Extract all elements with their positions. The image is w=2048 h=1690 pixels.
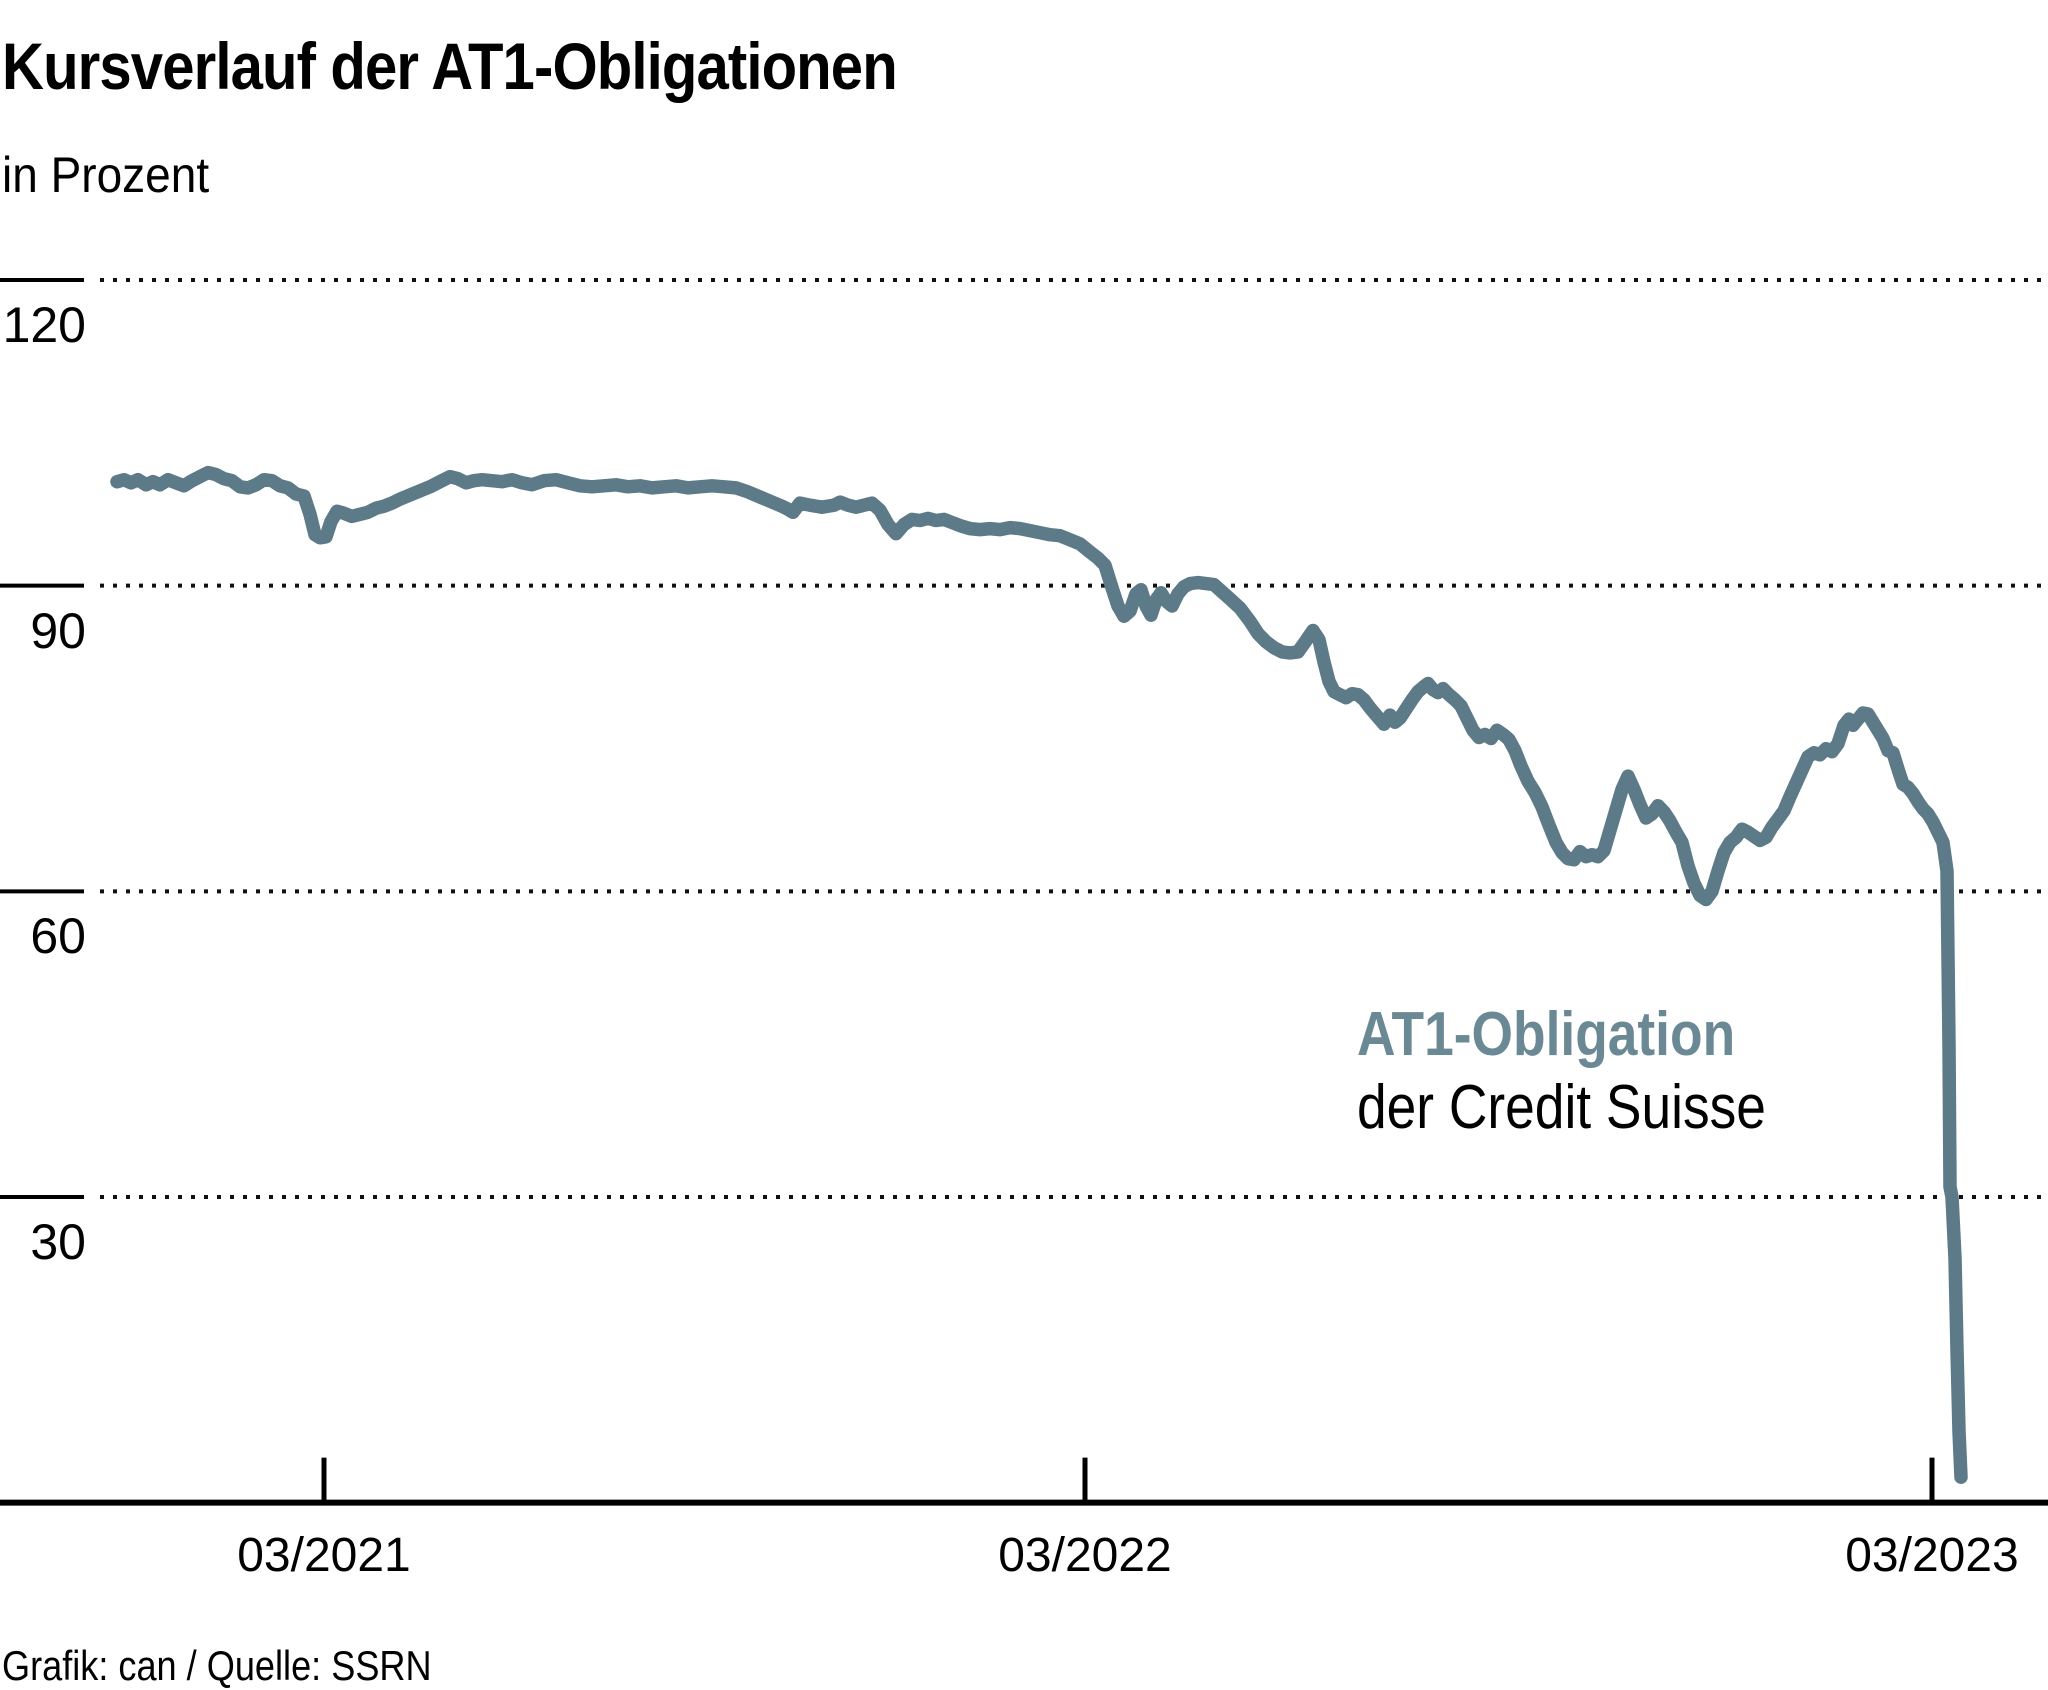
annotation-series-name: AT1-Obligation <box>1357 1000 1736 1069</box>
footer-credit: Grafik: can / Quelle: SSRN <box>2 1642 432 1689</box>
price-line <box>110 465 1968 1484</box>
x-axis-tick-label: 03/2022 <box>998 1529 1172 1582</box>
y-axis-tick-label: 120 <box>2 297 86 353</box>
series-annotation: AT1-Obligation der Credit Suisse <box>1357 998 1766 1144</box>
y-axis-tick-label: 60 <box>30 908 86 965</box>
y-axis-tick-label: 30 <box>30 1214 86 1270</box>
x-axis-tick-label: 03/2021 <box>237 1529 411 1582</box>
y-axis-tick-label: 90 <box>30 602 86 659</box>
x-axis-tick-label: 03/2023 <box>1845 1529 2019 1582</box>
chart-title: Kursverlauf der AT1-Obligationen <box>2 29 898 103</box>
annotation-series-issuer: der Credit Suisse <box>1357 1073 1766 1142</box>
chart-subtitle: in Prozent <box>2 147 210 203</box>
